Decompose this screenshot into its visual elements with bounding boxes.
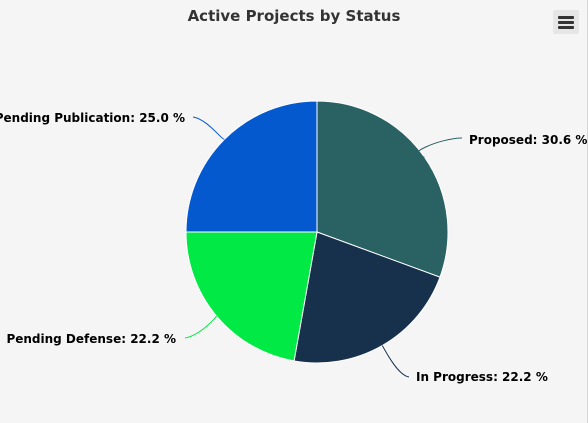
pie-slices	[185, 100, 449, 364]
data-label-connector	[184, 315, 218, 339]
pie-slice-pending-publication[interactable]	[185, 100, 318, 233]
data-label-connector	[415, 137, 463, 158]
hamburger-menu-icon-bar	[558, 16, 574, 19]
data-label-connector	[381, 345, 410, 378]
pie-slice-pending-defense[interactable]	[185, 231, 318, 362]
data-label-in-progress: In Progress: 22.2 %	[416, 370, 548, 384]
data-label-pending-publication: Pending Publication: 25.0 %	[0, 111, 185, 125]
hamburger-menu-icon-bar	[558, 21, 574, 24]
chart-menu-button[interactable]	[553, 10, 579, 34]
data-label-connector	[192, 116, 225, 140]
data-label-proposed: Proposed: 30.6 %	[469, 133, 587, 147]
hamburger-menu-icon-bar	[558, 26, 574, 29]
chart-title: Active Projects by Status	[187, 7, 401, 25]
pie-slice-in-progress[interactable]	[293, 231, 441, 364]
data-label-pending-defense: Pending Defense: 22.2 %	[6, 332, 176, 346]
